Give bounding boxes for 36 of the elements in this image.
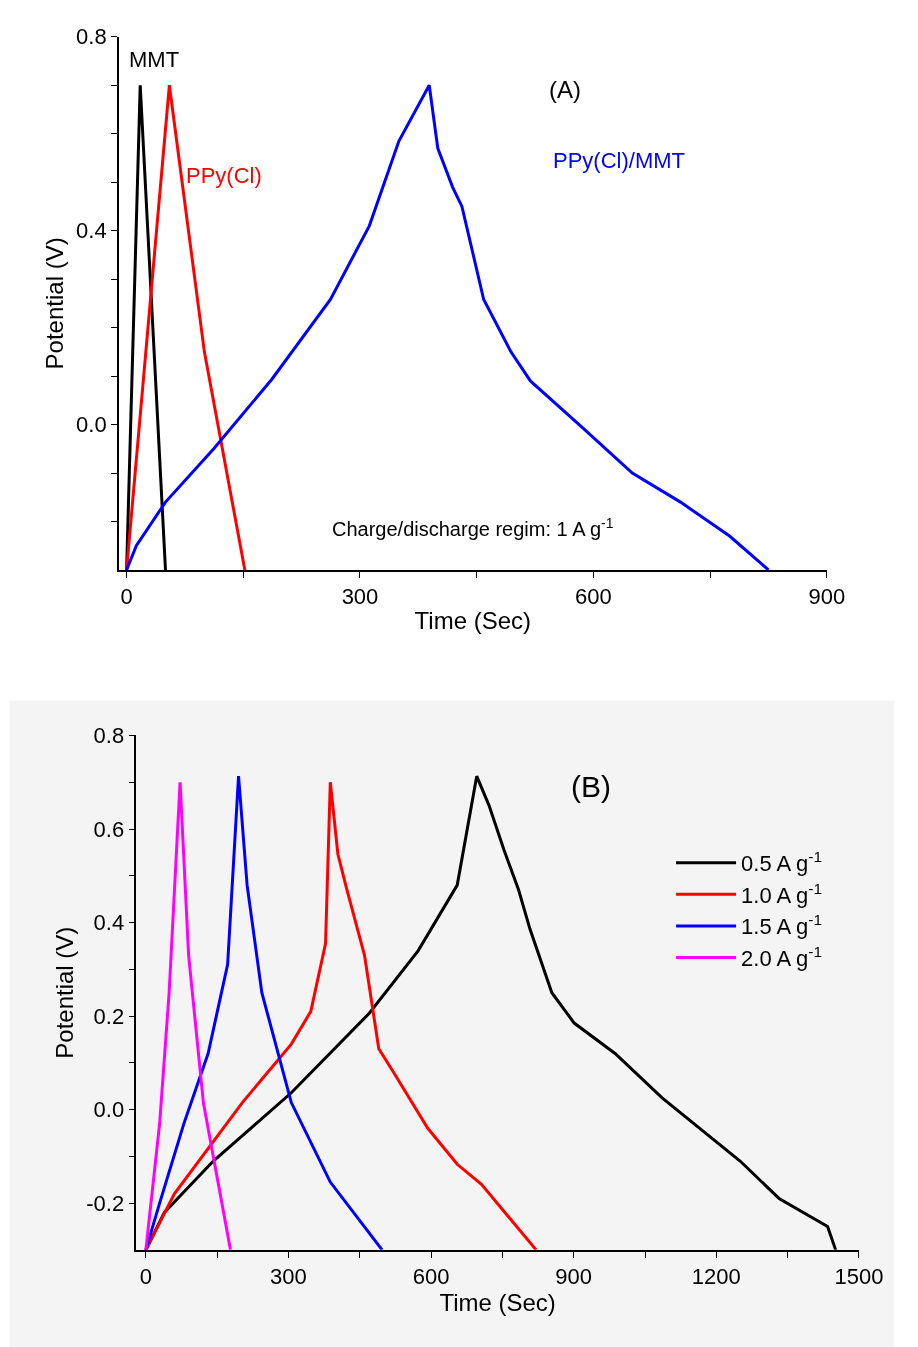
y-axis-title: Potential (V) — [40, 237, 68, 370]
y-tick-label: -0.2 — [86, 1190, 125, 1216]
x-tick-label: 900 — [555, 1264, 593, 1290]
line-series — [144, 774, 384, 1250]
x-tick-label: 1500 — [834, 1264, 884, 1290]
legend-label: 2.0 A g$^{-1}$ — [741, 942, 823, 972]
legend-label: 1.0 A g$^{-1}$ — [741, 879, 823, 908]
x-axis-title: Time (Sec) — [439, 1289, 556, 1317]
x-tick-label: 0 — [139, 1264, 152, 1290]
series-label: MMT — [129, 47, 180, 72]
y-tick-label: 0.0 — [76, 412, 107, 438]
annotation: Charge/discharge regim: 1 A g$^{-1}$ — [332, 515, 614, 541]
y-tick-label: 0.8 — [76, 24, 107, 50]
y-tick-label: 0.8 — [93, 723, 125, 749]
legend-label: 0.5 A g$^{-1}$ — [741, 848, 823, 877]
series-label: PPy(Cl) — [186, 163, 262, 188]
x-tick-label: 600 — [412, 1264, 450, 1290]
y-axis-title: Potential (V) — [50, 926, 78, 1059]
annotation: (B) — [571, 770, 611, 803]
y-tick-label: 0.6 — [93, 816, 125, 842]
line-series — [144, 780, 232, 1250]
x-axis-title: Time (Sec) — [414, 606, 532, 634]
line-series — [125, 83, 770, 570]
text: PPy(Cl)/MMT — [553, 148, 685, 173]
x-tick-label: 900 — [808, 584, 846, 610]
y-tick-label: 0.2 — [93, 1003, 125, 1029]
x-tick-label: 300 — [270, 1264, 307, 1290]
y-tick-label: 0.4 — [93, 910, 125, 936]
legend-label: 1.5 A g$^{-1}$ — [741, 911, 823, 940]
y-tick-label: 0.0 — [93, 1097, 125, 1123]
annotation: (A) — [549, 76, 581, 103]
y-tick-label: 0.4 — [76, 218, 107, 244]
x-tick-label: 1200 — [691, 1264, 741, 1290]
x-tick-label: 0 — [120, 584, 133, 610]
x-tick-label: 300 — [341, 584, 379, 610]
x-tick-label: 600 — [575, 584, 612, 610]
